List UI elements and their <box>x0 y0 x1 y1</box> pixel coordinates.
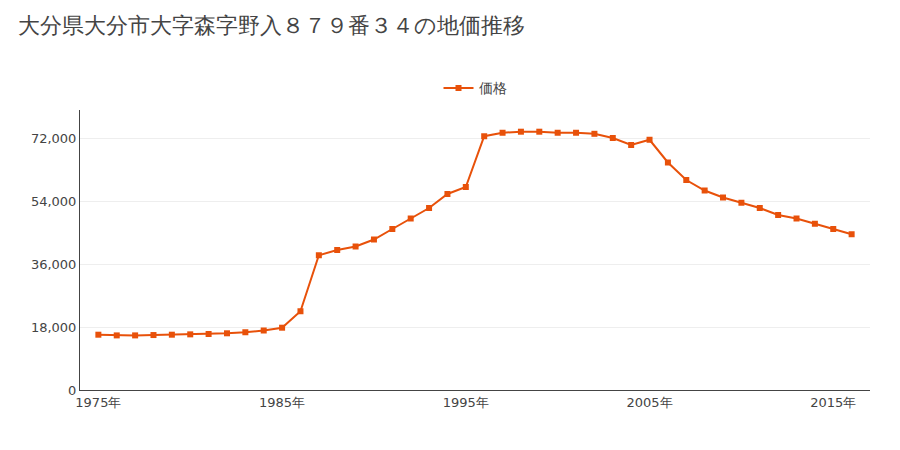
svg-text:1995年: 1995年 <box>443 395 489 410</box>
svg-text:価格: 価格 <box>479 80 507 96</box>
svg-text:2015年: 2015年 <box>810 395 856 410</box>
svg-text:1975年: 1975年 <box>75 395 121 410</box>
svg-text:18,000: 18,000 <box>31 320 77 335</box>
svg-text:0: 0 <box>68 383 76 398</box>
svg-text:54,000: 54,000 <box>31 194 77 209</box>
svg-text:大分県大分市大字森字野入８７９番３４の地価推移: 大分県大分市大字森字野入８７９番３４の地価推移 <box>18 13 525 38</box>
svg-text:72,000: 72,000 <box>31 131 77 146</box>
svg-text:36,000: 36,000 <box>31 257 77 272</box>
svg-text:2005年: 2005年 <box>626 395 672 410</box>
svg-text:1985年: 1985年 <box>259 395 305 410</box>
